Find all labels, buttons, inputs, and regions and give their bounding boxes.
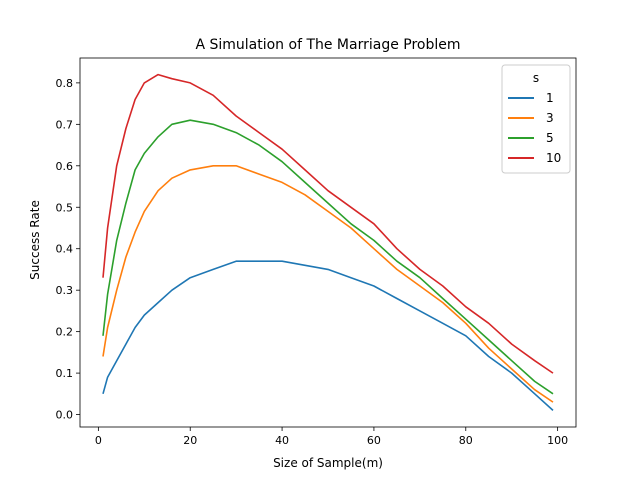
y-tick-label: 0.8 — [56, 77, 74, 90]
series-line-3 — [102, 165, 554, 403]
y-tick-label: 0.2 — [56, 326, 74, 339]
y-tick-label: 0.7 — [56, 118, 74, 131]
series-line-5 — [102, 119, 554, 395]
x-tick-label: 0 — [95, 434, 102, 447]
plot-area — [79, 57, 577, 428]
series-layer — [102, 73, 554, 411]
x-tick-label: 100 — [547, 434, 568, 447]
y-tick-label: 0.5 — [56, 201, 74, 214]
legend-label-5: 5 — [546, 131, 554, 145]
y-tick-label: 0.0 — [56, 409, 74, 422]
legend-box — [501, 64, 571, 174]
x-tick-label: 20 — [183, 434, 197, 447]
y-axis-label: Success Rate — [28, 200, 42, 280]
series-line-1 — [102, 260, 554, 411]
legend: s1 3 5 10 — [501, 64, 571, 174]
y-axis: 0.0 0.1 0.2 0.3 0.4 0.5 0.6 0.7 0.8 — [56, 77, 80, 422]
chart-title: A Simulation of The Marriage Problem — [195, 37, 460, 53]
x-axis: 0 20 40 60 80 100 — [95, 427, 568, 447]
series-line-10 — [102, 73, 554, 374]
legend-label-3: 3 — [546, 111, 554, 125]
x-tick-label: 40 — [275, 434, 289, 447]
legend-label-1: 1 — [546, 91, 554, 105]
plot-frame — [79, 57, 577, 428]
x-tick-label: 60 — [367, 434, 381, 447]
y-tick-label: 0.6 — [56, 160, 74, 173]
legend-label-10: 10 — [546, 151, 561, 165]
y-tick-label: 0.4 — [56, 243, 74, 256]
y-tick-label: 0.1 — [56, 367, 74, 380]
x-axis-label: Size of Sample(m) — [273, 456, 383, 470]
legend-title: s — [533, 71, 539, 85]
y-tick-label: 0.3 — [56, 284, 74, 297]
x-tick-label: 80 — [459, 434, 473, 447]
